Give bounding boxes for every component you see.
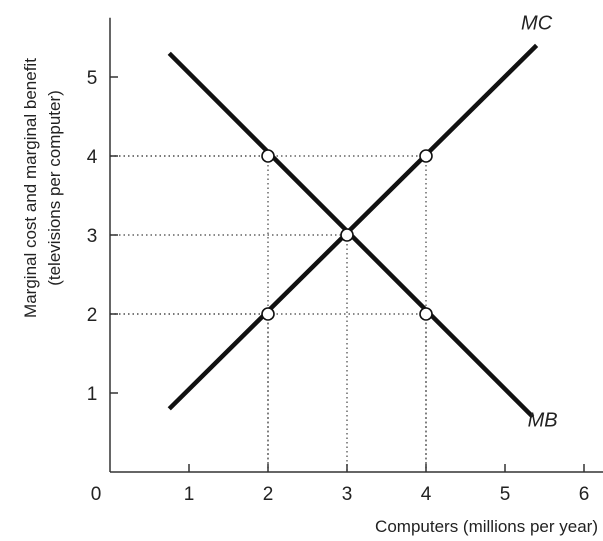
series-label-mb: MB — [528, 410, 558, 432]
y-axis-label-line2: (televisions per computer) — [45, 90, 64, 286]
x-tick-label: 4 — [421, 484, 432, 505]
y-ticks: 1 2 3 4 5 — [87, 68, 118, 405]
y-tick-label: 5 — [87, 68, 98, 89]
x-tick-label: 2 — [263, 484, 274, 505]
highlight-point — [340, 228, 354, 242]
highlight-point — [261, 307, 275, 321]
y-axis-label-line1: Marginal cost and marginal benefit — [21, 58, 40, 318]
x-ticks: 0 1 2 3 4 5 6 — [91, 464, 590, 505]
y-tick-label: 3 — [87, 226, 98, 247]
series-line-mc — [167, 43, 539, 411]
x-tick-label: 1 — [184, 484, 195, 505]
highlight-point — [419, 307, 433, 321]
y-tick-label: 2 — [87, 305, 98, 326]
highlight-point — [419, 149, 433, 163]
highlight-point — [261, 149, 275, 163]
x-tick-label: 6 — [579, 484, 590, 505]
x-tick-label: 0 — [91, 484, 102, 505]
y-tick-label: 4 — [87, 147, 98, 168]
x-tick-label: 3 — [342, 484, 353, 505]
x-axis-label: Computers (millions per year) — [375, 517, 598, 536]
y-tick-label: 1 — [87, 384, 98, 405]
highlight-points — [261, 149, 433, 321]
x-tick-label: 5 — [500, 484, 511, 505]
series-lines: MC MB — [167, 12, 558, 432]
series-label-mc: MC — [521, 12, 553, 34]
